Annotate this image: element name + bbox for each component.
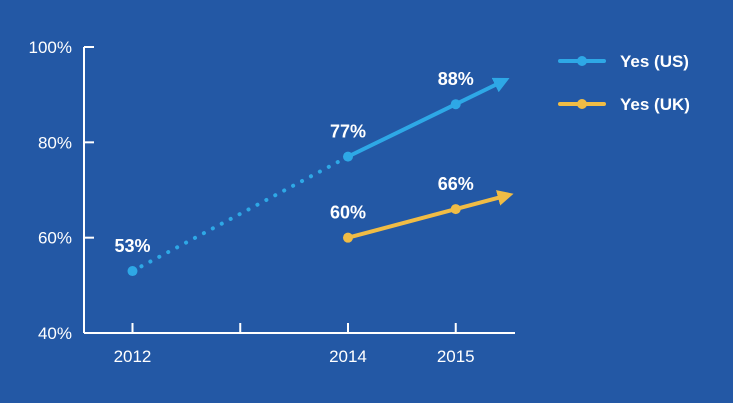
legend: Yes (US) Yes (UK) xyxy=(558,52,690,114)
legend-label-us: Yes (US) xyxy=(620,52,689,71)
series-layer xyxy=(127,77,514,277)
series-uk-segment-0 xyxy=(345,207,458,240)
series-uk-point-2014 xyxy=(342,232,353,243)
series-uk-label-2014: 60% xyxy=(330,203,366,223)
y-tick-label-100: 100% xyxy=(29,38,72,57)
legend-marker-uk xyxy=(577,99,587,109)
series-us-arrow xyxy=(454,77,510,106)
legend-marker-us xyxy=(577,56,587,66)
legend-label-uk: Yes (UK) xyxy=(620,95,690,114)
x-tick-label-2015: 2015 xyxy=(437,347,475,366)
series-us-point-2015 xyxy=(450,99,461,110)
x-tick-label-2014: 2014 xyxy=(329,347,367,366)
series-us-point-2012 xyxy=(127,266,138,277)
axes: 40% 60% 80% 100% 2012 2014 2015 xyxy=(29,38,515,366)
y-tick-label-40: 40% xyxy=(38,324,72,343)
series-us-segment-1 xyxy=(345,102,458,159)
y-tick-label-60: 60% xyxy=(38,229,72,248)
series-uk-arrow xyxy=(455,190,514,211)
series-us-label-2015: 88% xyxy=(438,69,474,89)
series-us-point-2014 xyxy=(342,151,353,162)
series-uk-point-2015 xyxy=(450,204,461,215)
series-uk-label-2015: 66% xyxy=(438,174,474,194)
series-us-label-2012: 53% xyxy=(114,236,150,256)
data-labels-layer: 53% 77% 88% 60% 66% xyxy=(114,69,473,256)
series-us-label-2014: 77% xyxy=(330,122,366,142)
series-us-segment-0 xyxy=(130,154,350,274)
y-tick-label-80: 80% xyxy=(38,133,72,152)
x-tick-label-2012: 2012 xyxy=(114,347,152,366)
